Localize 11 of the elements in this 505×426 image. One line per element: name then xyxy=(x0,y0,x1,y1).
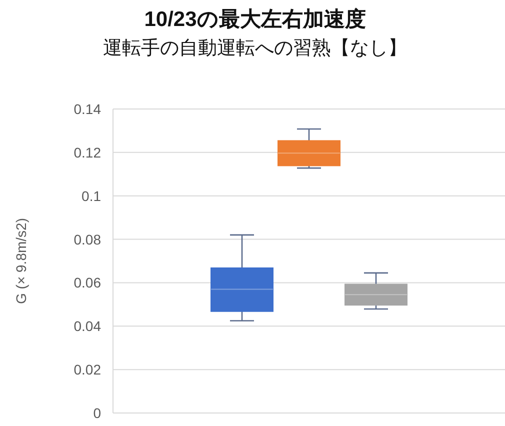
chart-title: 10/23の最大左右加速度 xyxy=(144,7,366,31)
y-axis-title: G (× 9.8m/s2) xyxy=(13,218,29,304)
y-tick-label: 0.08 xyxy=(74,231,102,248)
y-tick-label: 0.14 xyxy=(74,101,102,117)
chart-subtitle: 運転手の自動運転への習熟【なし】 xyxy=(103,38,407,59)
y-tick-label: 0 xyxy=(93,405,102,421)
y-tick-label: 0.04 xyxy=(74,318,102,334)
y-tick-label: 0.12 xyxy=(74,144,102,160)
y-tick-label: 0.1 xyxy=(82,188,102,204)
y-tick-label: 0.06 xyxy=(74,274,102,291)
y-tick-label: 0.02 xyxy=(74,362,102,378)
